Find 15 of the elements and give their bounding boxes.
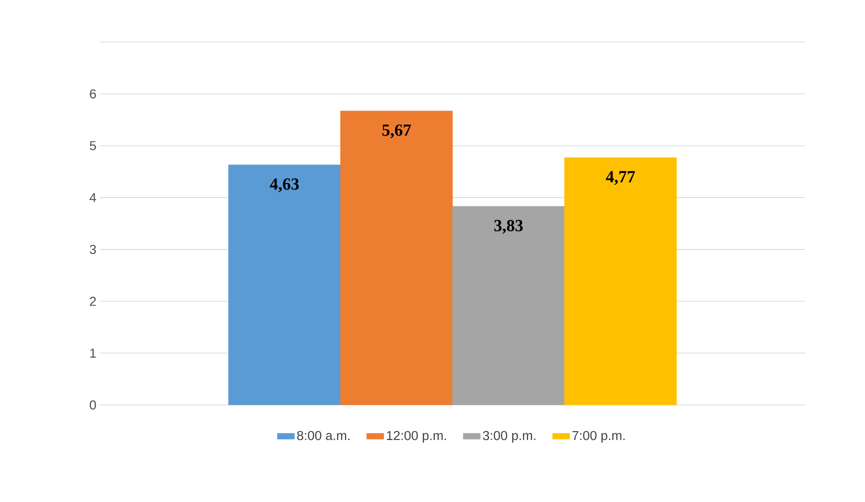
y-tick-label: 2 [90,296,96,306]
y-tick-label: 4 [90,193,96,202]
y-tick-label: 3 [90,244,96,254]
y-tick-label: 1 [90,348,96,358]
y-tick-label: 6 [90,89,96,98]
data-label: 4,77 [606,171,635,185]
data-label: 3,83 [494,220,523,234]
legend-label: 12:00 p.m. [386,430,446,443]
legend-label: 8:00 a.m. [297,430,350,440]
data-label: 5,67 [382,124,411,138]
legend-label: 3:00 p.m. [482,430,536,443]
y-tick-label: 0 [90,400,96,410]
y-tick-label: 5 [90,141,96,150]
data-label: 4,63 [270,178,299,192]
legend-label: 7:00 p.m. [572,430,625,443]
